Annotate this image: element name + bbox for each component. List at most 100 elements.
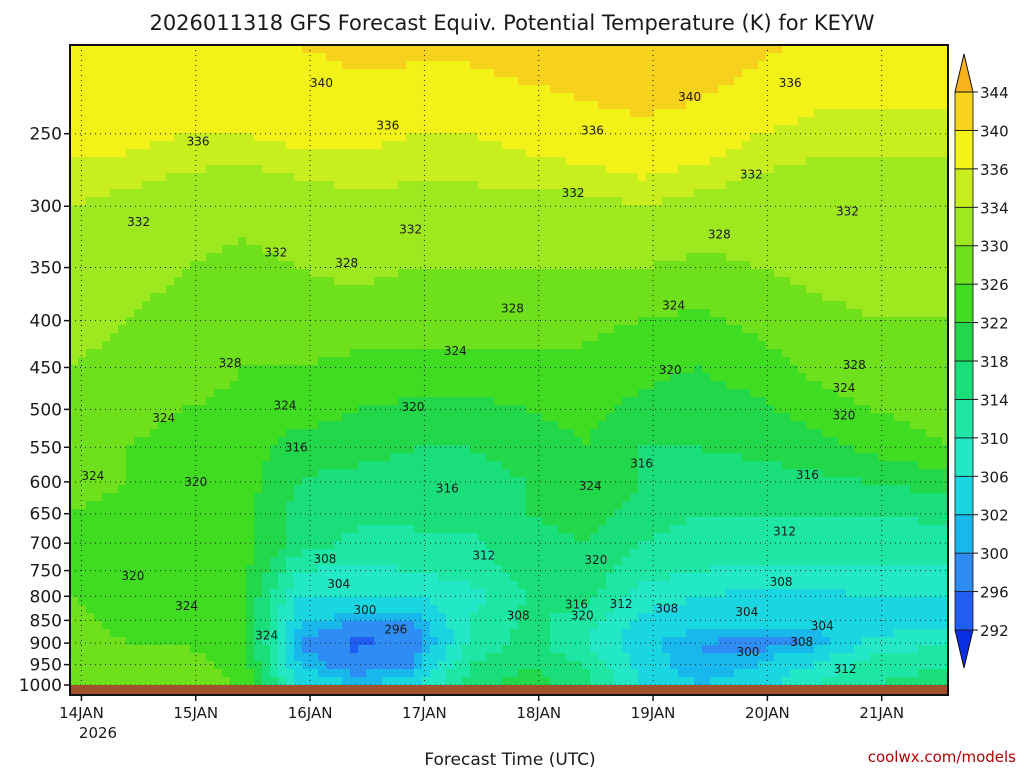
heat-cell (566, 253, 575, 262)
heat-cell (102, 229, 111, 238)
heat-cell (86, 341, 95, 350)
heat-cell (126, 285, 135, 294)
heat-cell (782, 341, 791, 350)
heat-cell (766, 61, 775, 70)
heat-cell (158, 213, 167, 222)
heat-cell (262, 117, 271, 126)
heat-cell (70, 125, 79, 134)
heat-cell (766, 133, 775, 142)
heat-cell (566, 205, 575, 214)
heat-cell (254, 381, 263, 390)
heat-cell (222, 69, 231, 78)
heat-cell (94, 109, 103, 118)
heat-cell (646, 333, 655, 342)
heat-cell (198, 77, 207, 86)
heat-cell (902, 53, 911, 62)
heat-cell (78, 253, 87, 262)
heat-cell (206, 269, 215, 278)
heat-cell (278, 149, 287, 158)
heat-cell (838, 389, 847, 398)
heat-cell (894, 253, 903, 262)
heat-cell (262, 189, 271, 198)
heat-cell (750, 157, 759, 166)
heat-cell (622, 317, 631, 326)
heat-cell (86, 53, 95, 62)
heat-cell (526, 349, 535, 358)
heat-cell (934, 181, 943, 190)
heat-cell (422, 317, 431, 326)
heat-cell (622, 117, 631, 126)
heat-cell (766, 221, 775, 230)
heat-cell (94, 165, 103, 174)
heat-cell (454, 325, 463, 334)
heat-cell (214, 141, 223, 150)
heat-cell (142, 285, 151, 294)
heat-cell (94, 157, 103, 166)
heat-cell (190, 293, 199, 302)
heat-cell (534, 325, 543, 334)
heat-cell (862, 309, 871, 318)
heat-cell (278, 157, 287, 166)
heat-cell (510, 101, 519, 110)
heat-cell (502, 109, 511, 118)
heat-cell (798, 301, 807, 310)
heat-cell (398, 317, 407, 326)
heat-cell (254, 309, 263, 318)
heat-cell (566, 293, 575, 302)
heat-cell (318, 333, 327, 342)
heat-cell (742, 197, 751, 206)
heat-cell (134, 229, 143, 238)
heat-cell (678, 93, 687, 102)
heat-cell (550, 349, 559, 358)
heat-cell (286, 77, 295, 86)
heat-cell (70, 93, 79, 102)
heat-cell (94, 205, 103, 214)
heat-cell (758, 109, 767, 118)
heat-cell (102, 149, 111, 158)
heat-cell (654, 53, 663, 62)
heat-cell (598, 125, 607, 134)
heat-cell (582, 221, 591, 230)
heat-cell (838, 237, 847, 246)
heat-cell (846, 293, 855, 302)
heat-cell (838, 277, 847, 286)
heat-cell (638, 101, 647, 110)
heat-cell (838, 221, 847, 230)
heat-cell (542, 93, 551, 102)
heat-cell (606, 213, 615, 222)
heat-cell (326, 341, 335, 350)
heat-cell (526, 397, 535, 406)
heat-cell (174, 149, 183, 158)
heat-cell (766, 277, 775, 286)
heat-cell (478, 53, 487, 62)
heat-cell (246, 165, 255, 174)
heat-cell (478, 301, 487, 310)
heat-cell (758, 101, 767, 110)
heat-cell (862, 141, 871, 150)
heat-cell (294, 165, 303, 174)
heat-cell (486, 349, 495, 358)
heat-cell (686, 197, 695, 206)
heat-cell (406, 77, 415, 86)
heat-cell (422, 309, 431, 318)
heat-cell (734, 61, 743, 70)
heat-cell (262, 77, 271, 86)
heat-cell (566, 341, 575, 350)
heat-cell (174, 269, 183, 278)
heat-cell (198, 157, 207, 166)
heat-cell (414, 93, 423, 102)
heat-cell (630, 357, 639, 366)
heat-cell (454, 213, 463, 222)
heat-cell (662, 333, 671, 342)
heat-cell (726, 149, 735, 158)
heat-cell (646, 229, 655, 238)
heat-cell (222, 93, 231, 102)
heat-cell (222, 149, 231, 158)
heat-cell (870, 341, 879, 350)
heat-cell (190, 269, 199, 278)
heat-cell (198, 189, 207, 198)
heat-cell (630, 277, 639, 286)
heat-cell (638, 165, 647, 174)
heat-cell (702, 309, 711, 318)
heat-cell (398, 341, 407, 350)
